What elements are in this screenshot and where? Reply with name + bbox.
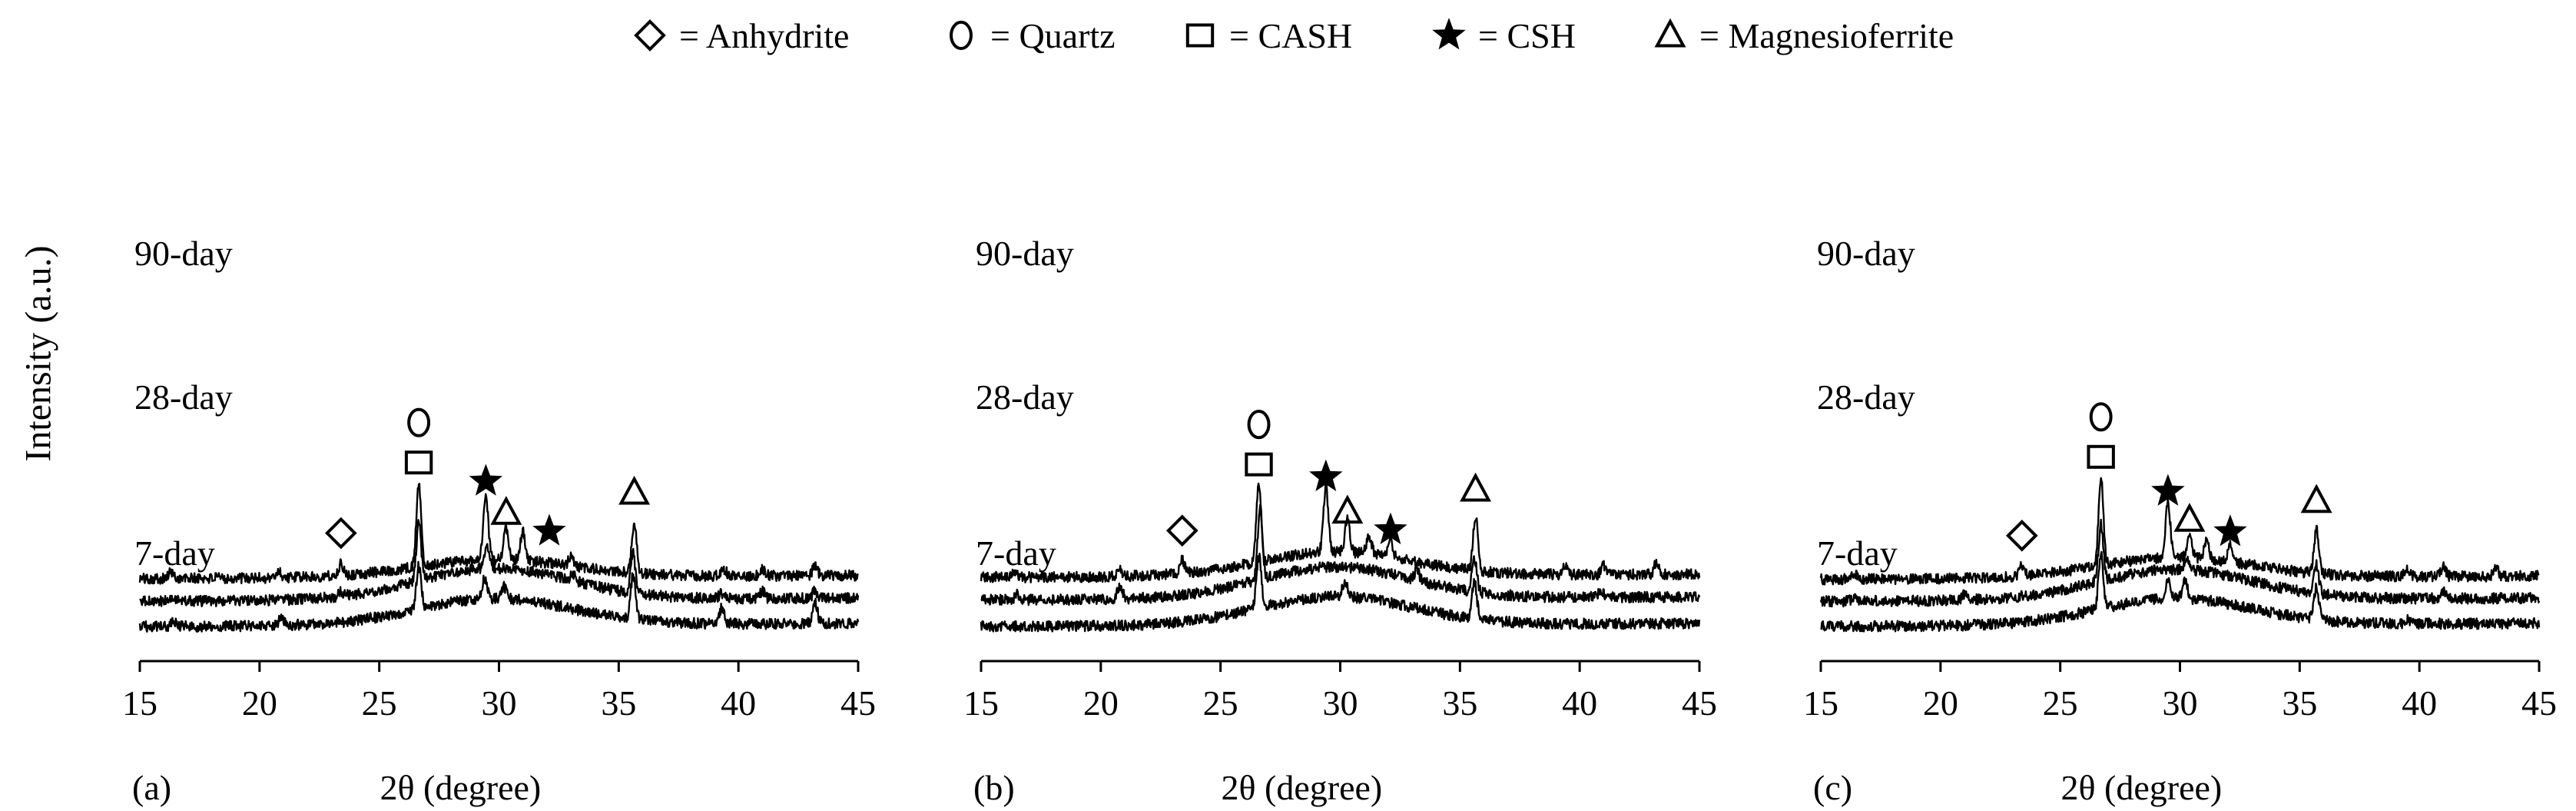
chart-panel-1: 15 20 25 30 35 40 45 (a) 2θ (degree) 90-day 28-day… [122, 234, 876, 807]
series-line-7-day [1820, 550, 2541, 633]
annotation-diamond [324, 517, 357, 550]
x-tick-label: 45 [2521, 683, 2557, 723]
legend-item-diamond: = Anhydrite [630, 5, 849, 66]
x-tick-label: 30 [482, 683, 517, 723]
legend-item-circle: = Quartz [941, 5, 1116, 66]
series-label: 90-day [134, 234, 233, 273]
panel-label: (a) [132, 768, 171, 807]
x-axis-label: 2θ (degree) [2061, 768, 2223, 807]
annotation-star [469, 464, 503, 496]
legend-label: = Magnesioferrite [1699, 15, 1954, 55]
annotation-triangle [1331, 494, 1364, 524]
annotation-triangle [490, 496, 522, 525]
annotation-circle [1247, 410, 1271, 440]
diamond-symbol [634, 19, 666, 52]
circle-symbol [950, 20, 973, 51]
annotation-triangle [2173, 503, 2206, 532]
x-tick-label: 40 [1562, 683, 1597, 723]
series-label: 90-day [1817, 234, 1915, 273]
x-tick-label: 45 [1682, 683, 1717, 723]
annotation-star [1374, 512, 1407, 545]
square-symbol [1185, 23, 1215, 48]
legend-label: = Anhydrite [679, 15, 850, 55]
annotation-star [532, 514, 566, 546]
annotation-star [2151, 474, 2185, 506]
x-tick-label: 30 [1323, 683, 1358, 723]
circle-icon [950, 20, 973, 51]
series-label: 90-day [976, 234, 1074, 273]
legend-label: = Quartz [990, 15, 1116, 55]
x-tick-label: 35 [2282, 683, 2317, 723]
annotation-diamond [1165, 514, 1198, 547]
series-line-90-day [1819, 477, 2540, 586]
star-symbol [1432, 18, 1466, 50]
star-icon [1432, 18, 1466, 50]
legend-item-square: = CASH [1180, 5, 1352, 66]
x-tick-label: 25 [1203, 683, 1238, 723]
legend-item-triangle: = Magnesioferrite [1650, 5, 1954, 66]
x-tick-label: 40 [721, 683, 756, 723]
annotation-circle [2089, 402, 2113, 432]
legend-label: = CASH [1229, 15, 1353, 55]
x-tick-label: 20 [242, 683, 277, 723]
annotation-triangle [2300, 484, 2332, 514]
panel-label: (b) [973, 768, 1015, 807]
series-line-90-day [980, 480, 1701, 583]
annotation-triangle [618, 475, 651, 505]
x-tick-label: 25 [2043, 683, 2078, 723]
series-line-28-day [1819, 518, 2541, 608]
series-line-28-day [980, 504, 1701, 607]
x-tick-label: 20 [1083, 683, 1119, 723]
x-tick-label: 15 [122, 683, 157, 723]
diamond-icon [634, 19, 666, 52]
annotation-square [2087, 444, 2115, 469]
legend: = Anhydrite = Quartz = CASH = CSH = Magnesio… [0, 5, 2576, 66]
annotation-triangle [1460, 472, 1492, 502]
x-tick-label: 15 [1803, 683, 1838, 723]
legend-label: = CSH [1478, 15, 1576, 55]
x-tick-label: 15 [963, 683, 999, 723]
annotation-star [2213, 514, 2247, 547]
annotation-square [1245, 452, 1273, 477]
x-tick-label: 35 [1442, 683, 1477, 723]
series-line-7-day [138, 560, 860, 633]
series-line-7-day [980, 552, 1701, 633]
x-tick-label: 35 [601, 683, 636, 723]
x-tick-label: 20 [1923, 683, 1958, 723]
annotation-circle [407, 407, 431, 437]
series-label: 7-day [134, 533, 215, 573]
chart-panel-2: 15 20 25 30 35 40 45 (b) 2θ (degree) 90-day 28-day… [963, 234, 1717, 807]
series-label: 7-day [976, 533, 1056, 573]
series-label: 28-day [976, 377, 1074, 417]
series-line-28-day [139, 519, 860, 607]
annotation-square [404, 450, 433, 475]
x-tick-label: 40 [2402, 683, 2437, 723]
series-label: 28-day [1817, 377, 1915, 417]
annotation-star [1309, 459, 1343, 492]
x-tick-label: 25 [362, 683, 397, 723]
legend-item-star: = CSH [1429, 5, 1576, 66]
series-label: 7-day [1817, 533, 1898, 573]
triangle-icon [1654, 18, 1686, 48]
x-axis-label: 2θ (degree) [1222, 768, 1383, 807]
x-axis-label: 2θ (degree) [380, 768, 542, 807]
annotation-diamond [2005, 519, 2038, 552]
series-label: 28-day [134, 377, 233, 417]
square-icon [1185, 23, 1215, 48]
chart-panel-3: 15 20 25 30 35 40 45 (c) 2θ (degree) 90-day 28-day… [1803, 234, 2557, 807]
panel-label: (c) [1813, 768, 1852, 807]
series-line-90-day [138, 483, 859, 585]
x-tick-label: 30 [2163, 683, 2198, 723]
triangle-symbol [1654, 18, 1686, 48]
x-tick-label: 45 [840, 683, 876, 723]
